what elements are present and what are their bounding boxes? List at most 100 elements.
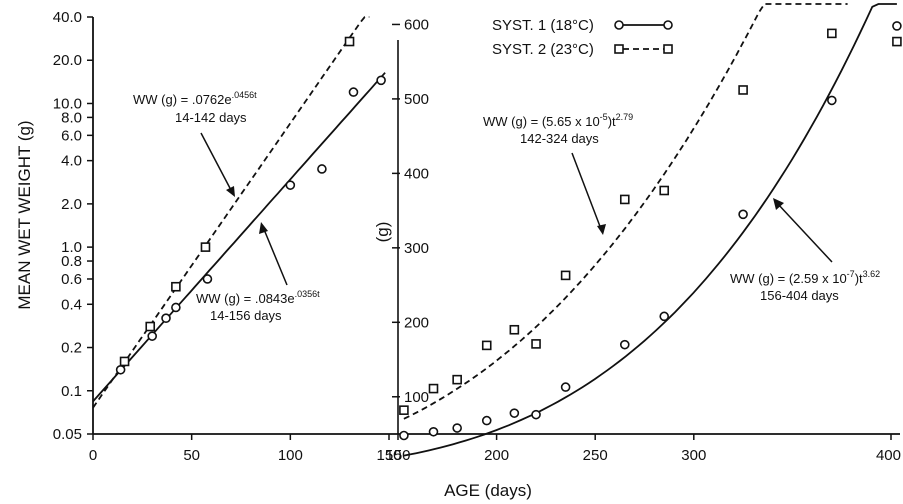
left-y-tick-label: 0.05 xyxy=(53,426,82,443)
right-point-syst1 xyxy=(659,311,670,322)
legend: SYST. 1 (18°C) SYST. 2 (23°C) xyxy=(492,17,673,58)
left-y-axis-title: MEAN WET WEIGHT (g) xyxy=(15,120,34,309)
left-y-tick-label: 2.0 xyxy=(61,196,82,213)
annotation-syst2-power-arrow xyxy=(571,152,602,230)
right-point-syst1 xyxy=(509,408,520,418)
right-x-tick-label: 200 xyxy=(484,447,509,464)
left-y-tick-label: 6.0 xyxy=(61,127,82,144)
left-panel: 0.05 0.1 0.2 0.4 0.60.81.0 2.0 4.0 6.08.010.0 20… xyxy=(15,9,900,464)
right-point-syst2 xyxy=(452,374,462,385)
x-axis-title: AGE (days) xyxy=(444,481,532,500)
left-y-tick-label: 1.0 xyxy=(61,239,82,256)
right-x-tick-label: 300 xyxy=(681,447,706,464)
right-fit-syst1 xyxy=(403,3,897,457)
legend-marker-syst1-start xyxy=(614,20,624,30)
svg-text:WW (g) = .0762e.0456t: WW (g) = .0762e.0456t xyxy=(133,90,257,107)
left-fit-syst1 xyxy=(92,72,386,402)
left-y-tick-label: 0.1 xyxy=(61,383,82,400)
right-point-syst2 xyxy=(560,270,571,281)
right-point-syst2 xyxy=(892,36,902,47)
right-point-syst1 xyxy=(827,95,837,106)
right-y-tick-label: 600 xyxy=(404,16,429,33)
annotation-syst1-exp-arrow xyxy=(262,226,288,286)
right-y-tick-label: 200 xyxy=(404,314,429,331)
right-y-axis-title: (g) xyxy=(373,222,392,243)
left-point-syst1 xyxy=(376,75,386,86)
left-point-syst1 xyxy=(171,302,181,313)
right-point-syst1 xyxy=(892,21,902,31)
left-point-syst2 xyxy=(145,321,156,332)
annotation-syst1-power-power: 3.62 xyxy=(863,269,881,279)
annotation-syst1-exp-arrowhead xyxy=(259,222,268,234)
right-x-tick-label: 250 xyxy=(583,447,608,464)
right-point-syst1 xyxy=(738,209,748,220)
annotation-syst1-exp-equation: WW (g) = .0843e xyxy=(196,291,295,306)
right-y-tick-label: 300 xyxy=(404,240,429,257)
left-point-syst1 xyxy=(115,364,126,375)
left-point-syst1 xyxy=(285,180,296,190)
left-y-tick-label: 0.6 xyxy=(61,271,82,288)
legend-marker-syst2-end xyxy=(663,44,673,54)
annotation-syst2-exp-exponent: .0456t xyxy=(232,90,258,100)
annotation-syst2-power-range: 142-324 days xyxy=(520,131,599,146)
annotation-syst1-exp-exponent: .0356t xyxy=(295,289,321,299)
annotation-syst2-exp-range: 14-142 days xyxy=(175,110,247,125)
svg-text:WW (g) = .0843e.0356t: WW (g) = .0843e.0356t xyxy=(196,289,320,306)
right-point-syst2 xyxy=(659,185,670,196)
right-point-syst2 xyxy=(509,324,520,335)
right-point-syst2 xyxy=(619,194,630,205)
left-y-tick-label: 0.4 xyxy=(61,296,82,313)
annotation-syst1-power: WW (g) = (2.59 x 10-7)t3.62 156-404 days xyxy=(730,198,880,303)
right-point-syst2 xyxy=(399,405,409,415)
left-fit-syst2 xyxy=(92,16,370,409)
annotation-syst1-power-suffix: )t xyxy=(855,271,863,286)
annotation-syst1-power-range: 156-404 days xyxy=(760,288,839,303)
annotation-syst1-power-exponent: -7 xyxy=(847,269,855,279)
right-point-syst1 xyxy=(399,430,409,441)
annotation-syst2-power: WW (g) = (5.65 x 10-5)t2.79 142-324 days xyxy=(483,112,633,235)
left-y-tick-label: 40.0 xyxy=(53,9,82,26)
right-point-syst2 xyxy=(531,339,541,349)
left-x-tick-label: 150 xyxy=(376,447,401,464)
legend-label-syst1: SYST. 1 (18°C) xyxy=(492,17,594,34)
annotation-syst1-power-arrowhead xyxy=(773,198,784,210)
left-point-syst1 xyxy=(161,313,171,324)
left-point-syst1 xyxy=(147,331,157,341)
annotation-syst1-power-equation: WW (g) = (2.59 x 10 xyxy=(730,271,847,286)
legend-marker-syst1-end xyxy=(663,20,673,30)
left-point-syst1 xyxy=(317,164,327,174)
annotation-syst2-exp-arrowhead xyxy=(226,186,235,197)
left-x-tick-label: 0 xyxy=(89,447,97,464)
left-y-tick-label: 0.8 xyxy=(61,253,82,270)
svg-text:WW (g) = (2.59 x 10-7)t3.62: WW (g) = (2.59 x 10-7)t3.62 xyxy=(730,269,880,286)
annotation-syst2-power-power: 2.79 xyxy=(616,112,634,122)
right-y-tick-label: 100 xyxy=(404,389,429,406)
right-y-tick-label: 400 xyxy=(404,165,429,182)
annotation-syst2-power-exponent: -5 xyxy=(600,112,608,122)
right-x-tick-label: 150 xyxy=(385,447,410,464)
annotation-syst1-power-arrow xyxy=(776,202,833,263)
legend-entry-syst2: SYST. 2 (23°C) xyxy=(492,41,673,58)
left-axes: 0.05 0.1 0.2 0.4 0.60.81.0 2.0 4.0 6.08.010.0 20… xyxy=(53,9,900,464)
left-y-tick-label: 20.0 xyxy=(53,52,82,69)
left-x-tick-label: 50 xyxy=(183,447,200,464)
right-y-tick-label: 500 xyxy=(404,91,429,108)
left-point-syst1 xyxy=(348,87,359,97)
right-point-syst2 xyxy=(827,28,837,39)
left-y-tick-label: 10.0 xyxy=(53,95,82,112)
right-x-tick-label: 400 xyxy=(876,447,901,464)
annotation-syst2-exp-arrow xyxy=(200,132,233,193)
left-fit-lines xyxy=(92,16,386,409)
annotation-syst2-power-suffix: )t xyxy=(608,114,616,129)
legend-marker-syst2-start xyxy=(614,44,624,54)
svg-text:WW (g) = (5.65 x 10-5)t2.79: WW (g) = (5.65 x 10-5)t2.79 xyxy=(483,112,633,129)
annotation-syst2-exp: WW (g) = .0762e.0456t 14-142 days xyxy=(133,90,257,197)
left-point-syst2 xyxy=(171,281,181,292)
annotation-syst2-power-equation: WW (g) = (5.65 x 10 xyxy=(483,114,600,129)
right-data-points xyxy=(399,21,902,441)
right-point-syst1 xyxy=(481,415,492,426)
right-point-syst1 xyxy=(452,423,462,433)
left-point-syst2 xyxy=(200,242,211,252)
right-point-syst2 xyxy=(428,383,439,394)
